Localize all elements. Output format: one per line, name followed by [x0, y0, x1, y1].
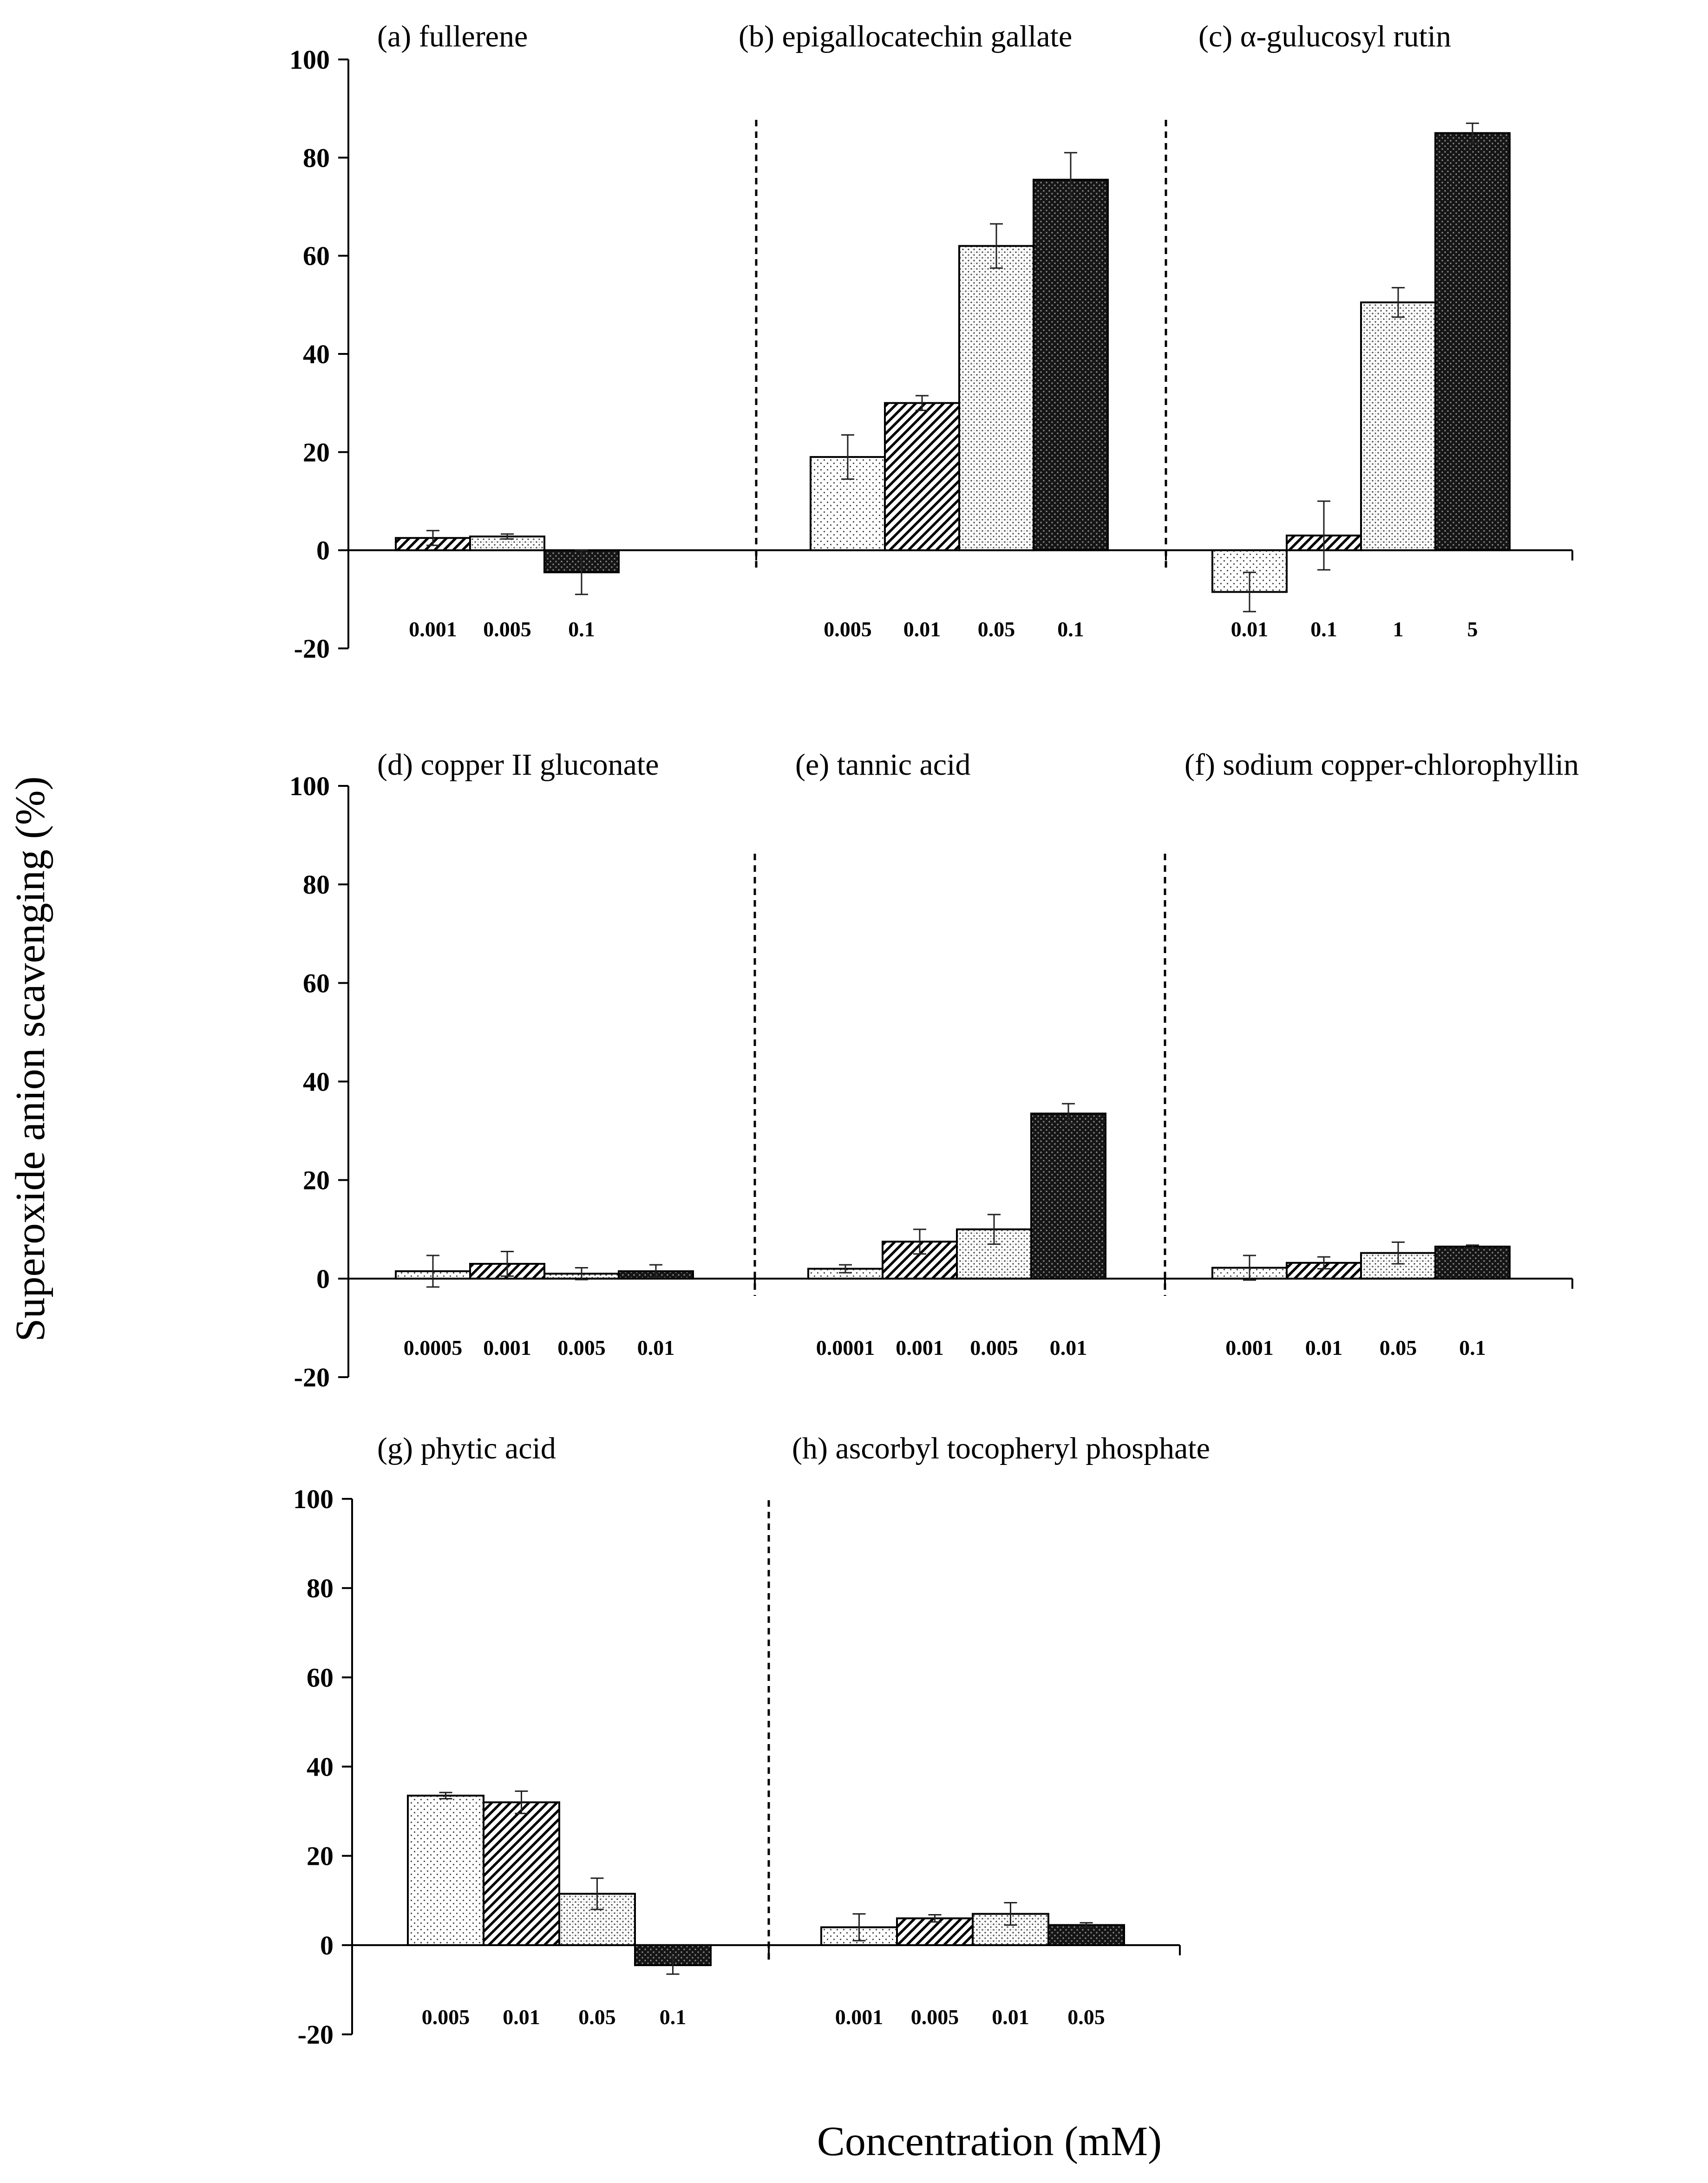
bar: [1434, 132, 1511, 551]
panel-title: (f) sodium copper-chlorophyllin: [1184, 748, 1579, 782]
category-label: 0.05: [1380, 1336, 1417, 1359]
panel-title: (d) copper II gluconate: [377, 748, 659, 782]
y-tick-label: 20: [307, 1841, 334, 1871]
panel-title: (e) tannic acid: [795, 748, 970, 782]
category-label: 0.0005: [404, 1336, 463, 1359]
bar: [1434, 1245, 1511, 1280]
panel-title: (c) α-gulucosyl rutin: [1198, 20, 1451, 53]
category-label: 0.01: [637, 1336, 675, 1359]
panel-title: (h) ascorbyl tocopheryl phosphate: [792, 1431, 1210, 1465]
bar: [884, 402, 960, 551]
y-tick-label: 80: [303, 143, 330, 173]
y-tick-label: 100: [293, 1484, 334, 1514]
y-tick-label: 60: [303, 241, 330, 271]
chart-row-2: 100 80 60 40 20 0 -20 (d) copper II gluconate 0.…: [289, 748, 1579, 1392]
category-label: 0.005: [911, 2005, 959, 2029]
category-label: 0.1: [568, 617, 595, 641]
chart-row-3: 100 80 60 40 20 0 -20 (g) phytic acid 0.005 0.01 0…: [293, 1431, 1210, 2050]
category-label: 0.01: [1050, 1336, 1087, 1359]
y-tick-label: 40: [303, 1067, 330, 1097]
bar: [407, 1794, 484, 1946]
category-label: 0.0001: [816, 1336, 875, 1359]
category-label: 0.1: [1057, 617, 1084, 641]
category-label: 0.05: [578, 2005, 616, 2029]
y-tick-label: 0: [316, 1264, 330, 1294]
y-tick-label: 100: [289, 771, 330, 801]
category-label: 0.001: [835, 2005, 883, 2029]
category-label: 0.01: [1231, 617, 1269, 641]
chart-row-1: 100 80 60 40 20 0 -20 (a) fullerene 0.001 0.005 0.…: [289, 20, 1573, 664]
category-label: 0.05: [978, 617, 1015, 641]
y-tick-label: 60: [303, 968, 330, 998]
category-label: 0.1: [1459, 1336, 1486, 1359]
x-axis-title: Concentration (mM): [817, 2118, 1162, 2164]
y-tick-label: 80: [307, 1573, 334, 1603]
bar: [1047, 1924, 1125, 1946]
y-tick-label: 20: [303, 437, 330, 467]
y-tick-label: 20: [303, 1165, 330, 1196]
category-label: 5: [1467, 617, 1478, 641]
category-label: 0.1: [1310, 617, 1337, 641]
y-tick-label: 80: [303, 869, 330, 900]
category-label: 0.005: [422, 2005, 470, 2029]
y-tick-label: 40: [303, 339, 330, 369]
y-tick-label: 100: [289, 45, 330, 75]
bar: [1360, 301, 1436, 551]
bar: [1030, 1112, 1106, 1280]
category-label: 1: [1393, 617, 1404, 641]
panel-title: (g) phytic acid: [377, 1431, 556, 1465]
category-label: 0.005: [970, 1336, 1018, 1359]
category-label: 0.005: [824, 617, 872, 641]
category-label: 0.01: [903, 617, 941, 641]
category-label: 0.05: [1067, 2005, 1105, 2029]
category-label: 0.005: [483, 617, 531, 641]
category-label: 0.001: [896, 1336, 944, 1359]
category-label: 0.001: [483, 1336, 531, 1359]
category-label: 0.1: [660, 2005, 687, 2029]
category-label: 0.001: [409, 617, 457, 641]
bar: [896, 1917, 974, 1946]
y-axis-title: Superoxide anion scavenging (%): [7, 776, 53, 1341]
y-tick-label: -20: [294, 634, 330, 664]
y-tick-label: 60: [307, 1662, 334, 1693]
category-label: 0.001: [1225, 1336, 1274, 1359]
bar: [483, 1801, 560, 1946]
category-label: 0.01: [503, 2005, 540, 2029]
y-tick-label: -20: [298, 2020, 334, 2050]
y-tick-label: 0: [316, 536, 330, 566]
bar: [958, 245, 1034, 551]
y-tick-label: 40: [307, 1752, 334, 1782]
category-label: 0.005: [557, 1336, 606, 1359]
panel-title: (b) epigallocatechin gallate: [739, 20, 1072, 53]
panel-title: (a) fullerene: [377, 20, 528, 53]
bar: [1033, 178, 1109, 551]
y-tick-label: -20: [294, 1362, 330, 1392]
category-label: 0.01: [1305, 1336, 1343, 1359]
bar: [469, 536, 545, 551]
category-label: 0.01: [992, 2005, 1029, 2029]
y-tick-label: 0: [320, 1930, 334, 1961]
